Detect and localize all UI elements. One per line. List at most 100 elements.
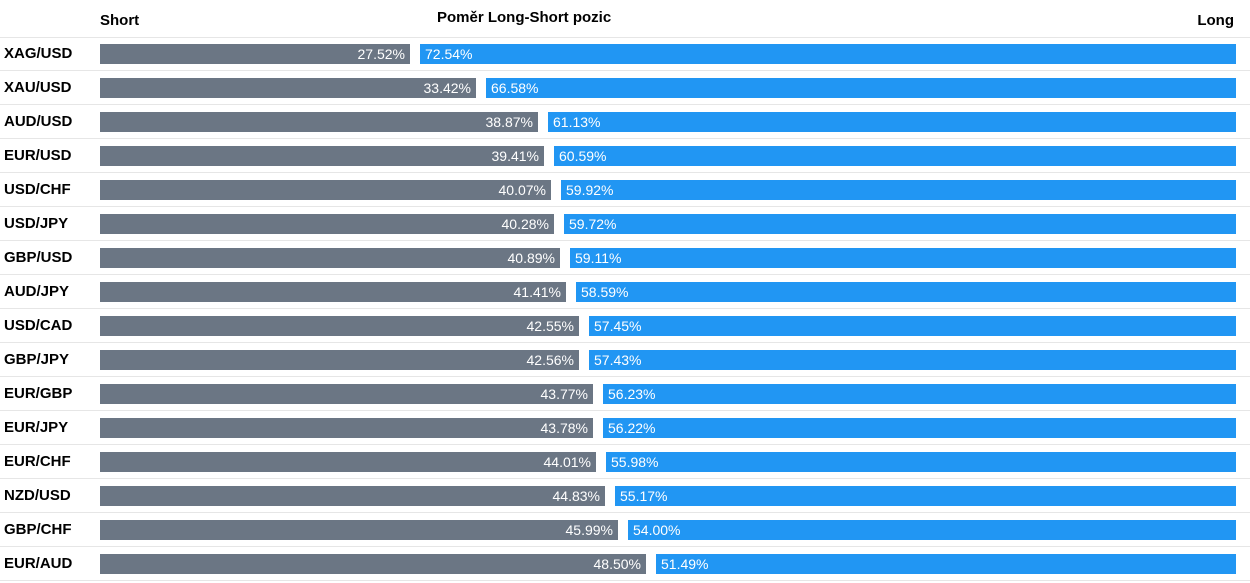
pair-label: GBP/USD: [4, 249, 73, 266]
long-value-label: 58.59%: [581, 284, 629, 300]
long-value-label: 56.23%: [608, 386, 656, 402]
table-row: EUR/JPY 43.78% 56.22%: [0, 411, 1250, 445]
short-bar: 38.87%: [100, 112, 538, 132]
table-row: GBP/JPY 42.56% 57.43%: [0, 343, 1250, 377]
long-value-label: 61.13%: [553, 114, 601, 130]
long-value-label: 57.43%: [594, 352, 642, 368]
short-value-label: 43.77%: [540, 386, 588, 402]
short-value-label: 33.42%: [423, 80, 471, 96]
long-value-label: 60.59%: [559, 148, 607, 164]
long-bar: 55.17%: [615, 486, 1236, 506]
short-value-label: 40.07%: [498, 182, 546, 198]
short-bar: 42.56%: [100, 350, 579, 370]
table-row: GBP/USD 40.89% 59.11%: [0, 241, 1250, 275]
short-bar: 43.78%: [100, 418, 593, 438]
table-row: EUR/CHF 44.01% 55.98%: [0, 445, 1250, 479]
short-bar: 48.50%: [100, 554, 646, 574]
long-bar: 61.13%: [548, 112, 1236, 132]
long-bar: 55.98%: [606, 452, 1236, 472]
table-row: XAG/USD 27.52% 72.54%: [0, 37, 1250, 71]
table-row: NZD/USD 44.83% 55.17%: [0, 479, 1250, 513]
short-bar: 44.01%: [100, 452, 596, 472]
long-bar: 59.11%: [570, 248, 1236, 268]
chart-title: Poměr Long-Short pozic: [437, 9, 612, 26]
short-bar: 40.07%: [100, 180, 551, 200]
pair-label: GBP/CHF: [4, 521, 72, 538]
table-row: AUD/JPY 41.41% 58.59%: [0, 275, 1250, 309]
pair-label: EUR/CHF: [4, 453, 71, 470]
long-value-label: 59.11%: [575, 250, 622, 266]
short-bar: 44.83%: [100, 486, 605, 506]
short-bar: 27.52%: [100, 44, 410, 64]
table-row: XAU/USD 33.42% 66.58%: [0, 71, 1250, 105]
short-value-label: 40.28%: [501, 216, 549, 232]
long-bar: 51.49%: [656, 554, 1236, 574]
long-bar: 54.00%: [628, 520, 1236, 540]
long-column-label: Long: [1197, 12, 1234, 29]
short-bar: 40.89%: [100, 248, 560, 268]
table-row: USD/JPY 40.28% 59.72%: [0, 207, 1250, 241]
pair-label: USD/CAD: [4, 317, 73, 334]
pair-label: XAU/USD: [4, 79, 72, 96]
long-value-label: 59.72%: [569, 216, 617, 232]
short-bar: 39.41%: [100, 146, 544, 166]
pair-label: EUR/JPY: [4, 419, 69, 436]
long-value-label: 51.49%: [661, 556, 709, 572]
short-value-label: 42.56%: [526, 352, 574, 368]
long-bar: 57.43%: [589, 350, 1236, 370]
short-value-label: 44.01%: [543, 454, 591, 470]
table-row: GBP/CHF 45.99% 54.00%: [0, 513, 1250, 547]
short-value-label: 43.78%: [540, 420, 588, 436]
pair-label: USD/JPY: [4, 215, 69, 232]
long-value-label: 54.00%: [633, 522, 681, 538]
short-bar: 33.42%: [100, 78, 476, 98]
long-value-label: 66.58%: [491, 80, 539, 96]
long-bar: 59.92%: [561, 180, 1236, 200]
long-bar: 56.22%: [603, 418, 1236, 438]
long-bar: 60.59%: [554, 146, 1236, 166]
long-value-label: 55.98%: [611, 454, 659, 470]
chart-header: Short Poměr Long-Short pozic Long: [0, 0, 1250, 38]
short-value-label: 38.87%: [485, 114, 533, 130]
table-row: EUR/USD 39.41% 60.59%: [0, 139, 1250, 173]
pair-label: USD/CHF: [4, 181, 71, 198]
short-value-label: 41.41%: [513, 284, 561, 300]
short-value-label: 44.83%: [552, 488, 600, 504]
short-bar: 42.55%: [100, 316, 579, 336]
pair-label: EUR/AUD: [4, 555, 73, 572]
short-bar: 40.28%: [100, 214, 554, 234]
pair-label: NZD/USD: [4, 487, 71, 504]
long-bar: 56.23%: [603, 384, 1236, 404]
short-bar: 41.41%: [100, 282, 566, 302]
long-bar: 66.58%: [486, 78, 1236, 98]
long-value-label: 55.17%: [620, 488, 668, 504]
short-value-label: 48.50%: [593, 556, 641, 572]
long-bar: 72.54%: [420, 44, 1236, 64]
table-row: USD/CAD 42.55% 57.45%: [0, 309, 1250, 343]
pair-label: EUR/USD: [4, 147, 72, 164]
table-row: USD/CHF 40.07% 59.92%: [0, 173, 1250, 207]
pair-label: XAG/USD: [4, 45, 73, 62]
table-row: EUR/GBP 43.77% 56.23%: [0, 377, 1250, 411]
pair-label: AUD/USD: [4, 113, 73, 130]
table-row: AUD/USD 38.87% 61.13%: [0, 105, 1250, 139]
short-value-label: 45.99%: [565, 522, 613, 538]
pair-label: EUR/GBP: [4, 385, 73, 402]
short-value-label: 27.52%: [357, 46, 405, 62]
short-bar: 45.99%: [100, 520, 618, 540]
table-row: EUR/AUD 48.50% 51.49%: [0, 547, 1250, 581]
short-value-label: 39.41%: [491, 148, 539, 164]
pair-label: AUD/JPY: [4, 283, 70, 300]
short-bar: 43.77%: [100, 384, 593, 404]
short-column-label: Short: [100, 12, 140, 29]
pair-label: GBP/JPY: [4, 351, 70, 368]
long-bar: 59.72%: [564, 214, 1236, 234]
long-bar: 57.45%: [589, 316, 1236, 336]
long-value-label: 59.92%: [566, 182, 614, 198]
long-value-label: 72.54%: [425, 46, 473, 62]
short-value-label: 40.89%: [507, 250, 555, 266]
long-bar: 58.59%: [576, 282, 1236, 302]
long-value-label: 57.45%: [594, 318, 642, 334]
long-value-label: 56.22%: [608, 420, 656, 436]
short-value-label: 42.55%: [526, 318, 574, 334]
